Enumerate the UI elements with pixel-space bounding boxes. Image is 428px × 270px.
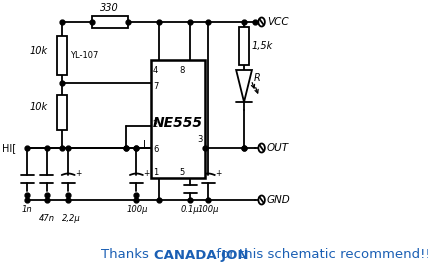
Text: 0.1μ: 0.1μ [181, 205, 199, 214]
Bar [57, 95, 68, 130]
Text: 1,5k: 1,5k [251, 41, 273, 51]
Text: R: R [253, 73, 260, 83]
Text: 10k: 10k [30, 46, 48, 56]
Text: 47n: 47n [39, 214, 55, 223]
Text: 4: 4 [153, 66, 158, 75]
Text: 100μ: 100μ [126, 205, 148, 214]
Text: 2,2μ: 2,2μ [62, 214, 81, 223]
Text: 100μ: 100μ [197, 205, 219, 214]
Text: Thanks: Thanks [101, 248, 154, 262]
Text: 8: 8 [179, 66, 185, 75]
Text: 5: 5 [179, 168, 185, 177]
Text: 7: 7 [153, 82, 158, 91]
Text: OUT: OUT [267, 143, 289, 153]
Text: L: L [143, 140, 149, 150]
Polygon shape [236, 70, 252, 102]
Text: +: + [143, 168, 150, 177]
Text: 10k: 10k [30, 103, 48, 113]
Bar [57, 36, 68, 75]
Bar [92, 16, 128, 28]
Text: 1: 1 [153, 168, 158, 177]
Text: VCC: VCC [267, 17, 288, 27]
Text: HI[: HI[ [2, 143, 16, 153]
Text: +: + [215, 168, 222, 177]
Text: CANADA JON: CANADA JON [154, 248, 248, 262]
Text: YL-107: YL-107 [70, 51, 98, 60]
Text: +: + [75, 168, 82, 177]
Text: 1n: 1n [21, 205, 32, 214]
Text: NE555: NE555 [153, 116, 202, 130]
Text: for this schematic recommend!!!: for this schematic recommend!!! [212, 248, 428, 262]
Text: 6: 6 [153, 145, 158, 154]
Text: 3: 3 [197, 135, 202, 144]
Text: 2: 2 [153, 120, 158, 129]
Bar [151, 60, 205, 178]
Bar [239, 27, 249, 65]
Text: GND: GND [267, 195, 291, 205]
Text: 330: 330 [101, 3, 119, 13]
